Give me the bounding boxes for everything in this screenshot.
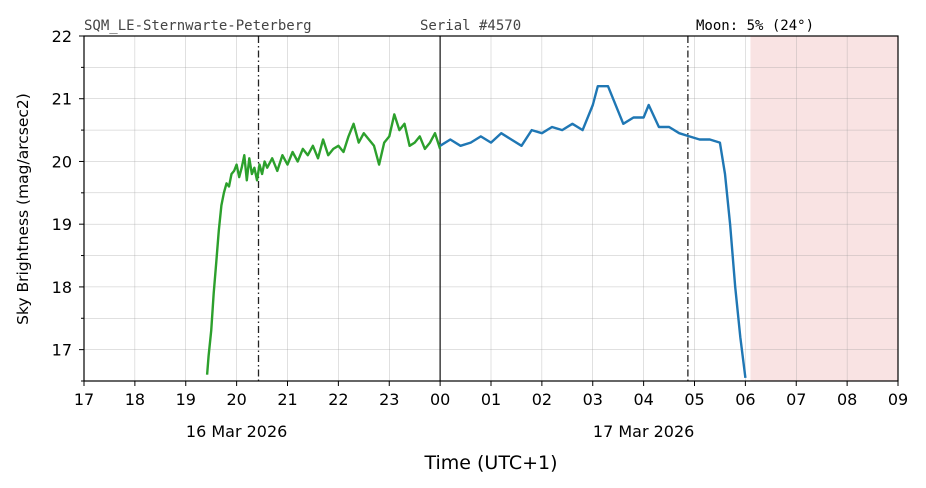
y-tick-label: 18	[52, 278, 72, 297]
y-tick-label: 20	[52, 152, 72, 171]
y-tick-label: 17	[52, 341, 72, 360]
y-axis-label: Sky Brightness (mag/arcsec2)	[14, 93, 32, 325]
serial-number: Serial #4570	[420, 18, 521, 34]
x-tick-label: 22	[328, 390, 348, 409]
moon-info: Moon: 5% (24°)	[696, 18, 814, 34]
x-tick-label: 19	[176, 390, 196, 409]
x-tick-label: 06	[735, 390, 755, 409]
x-tick-label: 23	[379, 390, 399, 409]
x-tick-label: 04	[633, 390, 653, 409]
series-line-2	[439, 84, 747, 379]
x-tick-label: 01	[481, 390, 501, 409]
station-name: SQM_LE-Sternwarte-Peterberg	[84, 18, 312, 34]
x-tick-label: 17	[74, 390, 94, 409]
x-tick-label: 07	[786, 390, 806, 409]
x-tick-label: 09	[888, 390, 908, 409]
y-tick-label: 19	[52, 215, 72, 234]
y-tick-label: 21	[52, 90, 72, 109]
x-tick-label: 21	[277, 390, 297, 409]
daylight-shaded-region	[750, 36, 898, 381]
x-tick-label: 18	[125, 390, 145, 409]
x-tick-label: 05	[684, 390, 704, 409]
x-tick-label: 00	[430, 390, 450, 409]
x-tick-label: 20	[226, 390, 246, 409]
date-label: 16 Mar 2026	[186, 422, 287, 441]
x-tick-label: 02	[532, 390, 552, 409]
x-tick-label: 03	[583, 390, 603, 409]
x-axis-label: Time (UTC+1)	[423, 452, 557, 474]
x-tick-label: 08	[837, 390, 857, 409]
series-line-1	[205, 113, 442, 375]
date-label: 17 Mar 2026	[593, 422, 694, 441]
y-tick-label: 22	[52, 27, 72, 46]
